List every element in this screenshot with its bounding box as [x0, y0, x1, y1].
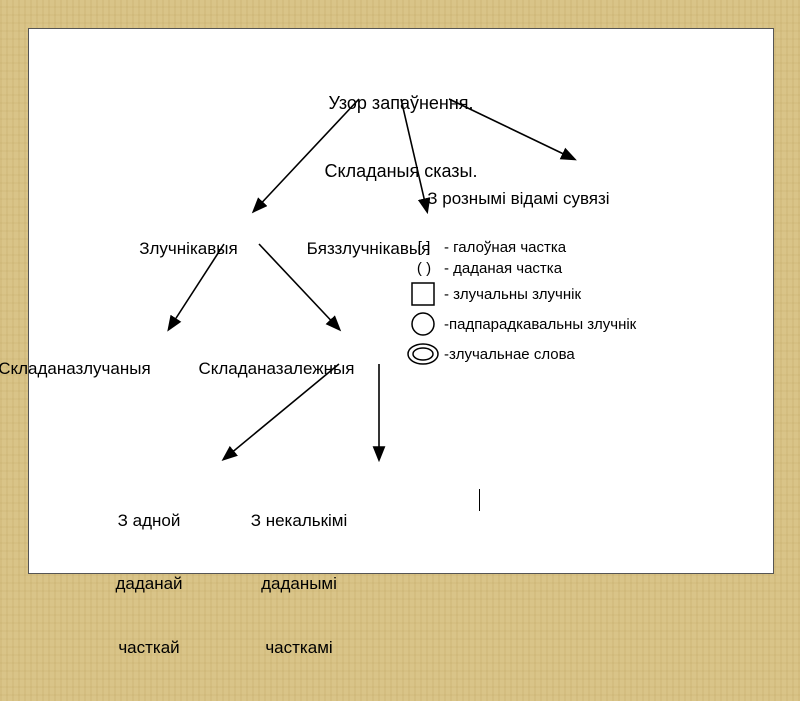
legend-row: - злучальны злучнік	[404, 281, 636, 307]
leaf-right-line2: даданымі	[224, 573, 374, 594]
legend: [ ]- галоўная частка( )- даданая частка …	[404, 239, 636, 371]
root-line1: Узор запаўнення.	[296, 92, 506, 115]
legend-label: - галоўная частка	[444, 239, 566, 256]
sub-left-label: Складаназлучаныя	[0, 359, 151, 378]
branch-left-label: Злучнікавыя	[139, 239, 237, 258]
branch-right-label: З рознымі відамі сувязі	[427, 189, 609, 208]
leaf-right-line1: З некалькімі	[224, 510, 374, 531]
node-branch-left: Злучнікавыя	[109, 217, 249, 281]
node-leaf-right: З некалькімі даданымі часткамі	[224, 467, 374, 701]
legend-symbol-text: [ ]	[404, 239, 444, 256]
legend-square-icon	[404, 281, 444, 307]
node-sub-left: Складаназлучаныя	[0, 337, 165, 401]
legend-label: -злучальнае слова	[444, 346, 575, 363]
text-cursor-icon	[479, 489, 480, 511]
legend-row: ( )- даданая частка	[404, 260, 636, 277]
legend-row: [ ]- галоўная частка	[404, 239, 636, 256]
legend-row: -падпарадкавальны злучнік	[404, 311, 636, 337]
legend-circle-icon	[404, 311, 444, 337]
legend-double-ellipse-icon	[404, 341, 444, 367]
diagram-frame: Узор запаўнення. Складаныя сказы. З розн…	[28, 28, 774, 574]
legend-symbol-text: ( )	[404, 260, 444, 277]
sub-right-label: Складаназалежныя	[198, 359, 354, 378]
legend-row: -злучальнае слова	[404, 341, 636, 367]
leaf-left-line3: часткай	[89, 637, 209, 658]
node-leaf-left: З адной даданай часткай	[89, 467, 209, 701]
leaf-right-line3: часткамі	[224, 637, 374, 658]
legend-label: - даданая частка	[444, 260, 562, 277]
legend-label: -падпарадкавальны злучнік	[444, 316, 636, 333]
node-sub-right: Складаназалежныя	[162, 337, 372, 401]
leaf-left-line2: даданай	[89, 573, 209, 594]
leaf-left-line1: З адной	[89, 510, 209, 531]
legend-label: - злучальны злучнік	[444, 286, 581, 303]
